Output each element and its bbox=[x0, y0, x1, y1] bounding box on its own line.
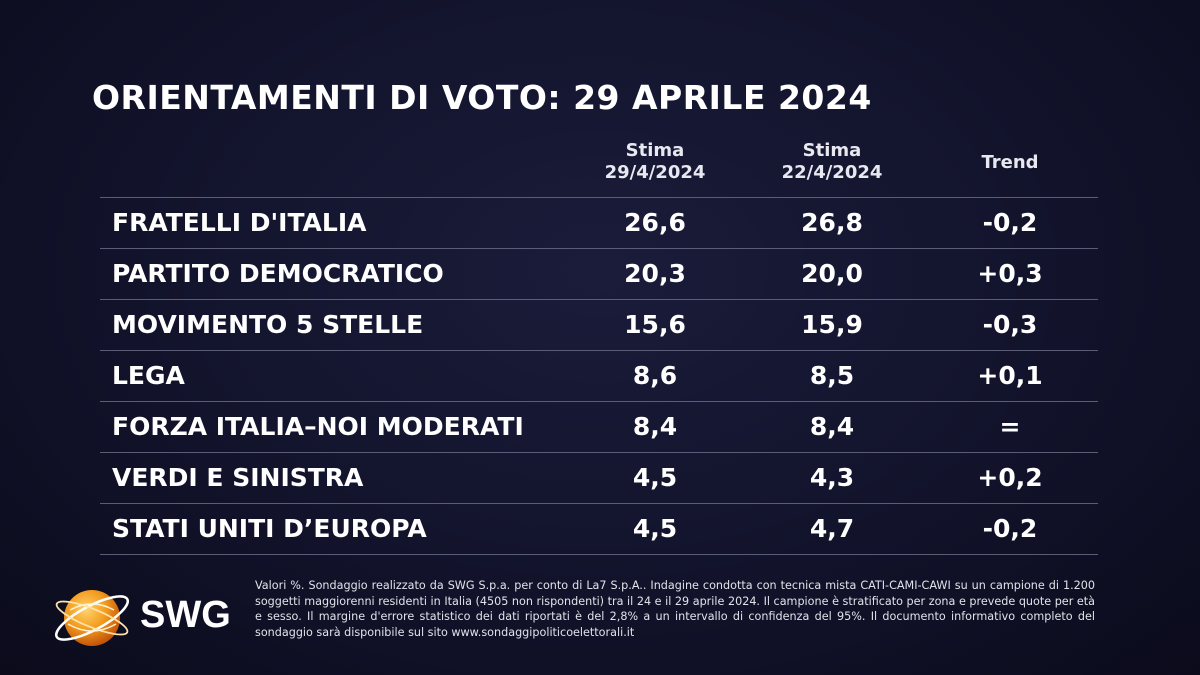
chart-title: ORIENTAMENTI DI VOTO: 29 APRILE 2024 bbox=[92, 78, 872, 117]
column-header-current-line1: Stima bbox=[625, 140, 685, 161]
table-row: PARTITO DEMOCRATICO 20,3 20,0 +0,3 bbox=[100, 248, 1098, 299]
value-current: 8,6 bbox=[632, 361, 678, 390]
party-name: PARTITO DEMOCRATICO bbox=[112, 259, 444, 288]
table-row: STATI UNITI D’EUROPA 4,5 4,7 -0,2 bbox=[100, 503, 1098, 555]
table-row: VERDI E SINISTRA 4,5 4,3 +0,2 bbox=[100, 452, 1098, 503]
column-header-trend-line1: Trend bbox=[981, 152, 1039, 173]
party-name: FRATELLI D'ITALIA bbox=[112, 208, 367, 237]
column-header-previous: Stima 22/4/2024 bbox=[762, 140, 902, 184]
party-name: STATI UNITI D’EUROPA bbox=[112, 514, 427, 543]
table-row: FRATELLI D'ITALIA 26,6 26,8 -0,2 bbox=[100, 197, 1098, 248]
value-current: 8,4 bbox=[632, 412, 678, 441]
value-trend: +0,3 bbox=[977, 259, 1043, 288]
value-trend: -0,3 bbox=[982, 310, 1038, 339]
value-previous: 20,0 bbox=[801, 259, 863, 288]
value-trend: +0,1 bbox=[977, 361, 1043, 390]
value-previous: 4,7 bbox=[809, 514, 855, 543]
value-trend: = bbox=[999, 412, 1021, 441]
value-current: 4,5 bbox=[632, 463, 678, 492]
column-header-previous-line1: Stima bbox=[802, 140, 862, 161]
party-name: FORZA ITALIA–NOI MODERATI bbox=[112, 412, 524, 441]
party-name: VERDI E SINISTRA bbox=[112, 463, 364, 492]
table-row: FORZA ITALIA–NOI MODERATI 8,4 8,4 = bbox=[100, 401, 1098, 452]
footnote: Valori %. Sondaggio realizzato da SWG S.… bbox=[255, 579, 1095, 639]
party-name: MOVIMENTO 5 STELLE bbox=[112, 310, 424, 339]
value-current: 20,3 bbox=[624, 259, 686, 288]
value-previous: 8,4 bbox=[809, 412, 855, 441]
value-previous: 8,5 bbox=[809, 361, 855, 390]
logo-text: SWG bbox=[140, 594, 231, 636]
poll-table: FRATELLI D'ITALIA 26,6 26,8 -0,2 PARTITO… bbox=[100, 197, 1098, 555]
value-previous: 15,9 bbox=[801, 310, 863, 339]
value-current: 4,5 bbox=[632, 514, 678, 543]
swg-logo: SWG bbox=[48, 580, 248, 655]
column-header-trend: Trend bbox=[945, 152, 1075, 174]
value-trend: -0,2 bbox=[982, 208, 1038, 237]
table-row: MOVIMENTO 5 STELLE 15,6 15,9 -0,3 bbox=[100, 299, 1098, 350]
globe-icon bbox=[54, 590, 130, 646]
value-current: 15,6 bbox=[624, 310, 686, 339]
value-previous: 4,3 bbox=[809, 463, 855, 492]
value-trend: -0,2 bbox=[982, 514, 1038, 543]
value-previous: 26,8 bbox=[801, 208, 863, 237]
table-row: LEGA 8,6 8,5 +0,1 bbox=[100, 350, 1098, 401]
value-current: 26,6 bbox=[624, 208, 686, 237]
value-trend: +0,2 bbox=[977, 463, 1043, 492]
party-name: LEGA bbox=[112, 361, 185, 390]
column-header-current: Stima 29/4/2024 bbox=[585, 140, 725, 184]
column-header-current-line2: 29/4/2024 bbox=[604, 162, 706, 183]
column-header-previous-line2: 22/4/2024 bbox=[781, 162, 883, 183]
